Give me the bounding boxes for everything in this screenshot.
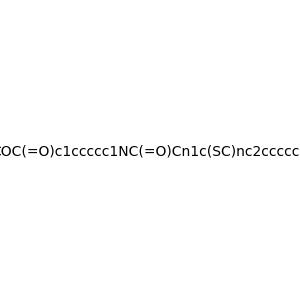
Text: COC(=O)c1ccccc1NC(=O)Cn1c(SC)nc2ccccc21: COC(=O)c1ccccc1NC(=O)Cn1c(SC)nc2ccccc21 (0, 145, 300, 158)
